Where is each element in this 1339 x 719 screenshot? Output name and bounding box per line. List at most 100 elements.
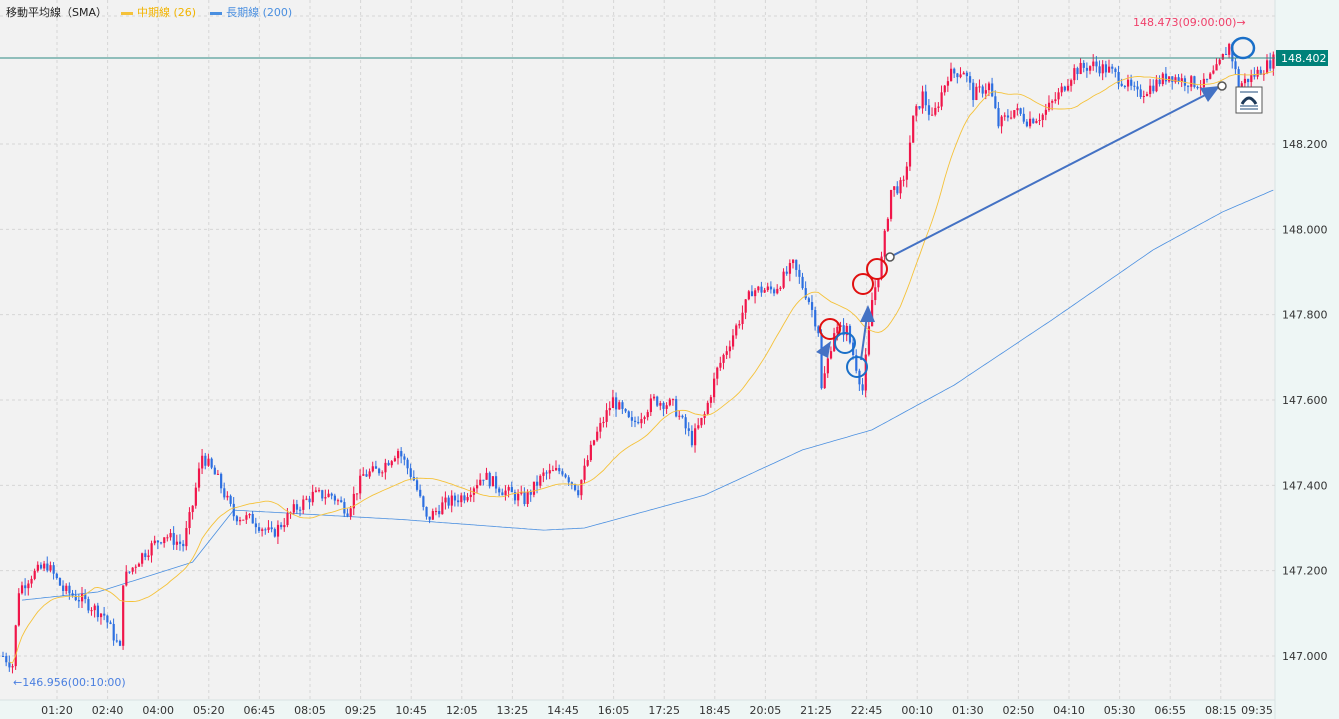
candle-body — [621, 402, 624, 409]
candle-body — [55, 573, 58, 579]
candle-body — [624, 408, 627, 412]
candle-body — [352, 493, 355, 509]
candle-body — [286, 513, 289, 526]
blue-circle-marker[interactable] — [846, 356, 868, 378]
y-tick-label: 147.800 — [1282, 309, 1328, 322]
candle-body — [65, 585, 68, 591]
candle-body — [1029, 118, 1032, 127]
candle-body — [1256, 69, 1259, 77]
candle-body — [156, 540, 160, 543]
candle-body — [1158, 79, 1161, 85]
candle-body — [1054, 99, 1057, 102]
candle-body — [940, 92, 943, 107]
candle-body — [220, 473, 223, 489]
candle-body — [826, 358, 829, 374]
candle-body — [299, 509, 302, 511]
candle-body — [877, 278, 880, 288]
candle-body — [596, 431, 599, 441]
mid-sma-swatch-icon — [121, 11, 133, 15]
blue-circle-marker[interactable] — [1230, 36, 1256, 60]
candle-body — [1266, 60, 1269, 74]
trend-line[interactable] — [889, 90, 1214, 258]
candle-body — [937, 106, 940, 108]
candle-body — [403, 456, 406, 460]
candle-body — [1259, 69, 1262, 75]
candle-body — [795, 259, 798, 270]
red-circle-marker[interactable] — [819, 318, 841, 340]
drawings[interactable] — [816, 36, 1256, 378]
candle-body — [365, 474, 368, 477]
candle-body — [709, 397, 713, 403]
candle-body — [757, 286, 760, 291]
candle-body — [39, 564, 43, 569]
candle-body — [871, 300, 874, 327]
candle-body — [880, 256, 883, 279]
candle-body — [333, 495, 336, 501]
trend-line-end-handle[interactable] — [1217, 81, 1227, 91]
candle-body — [671, 399, 675, 401]
candle-body — [956, 73, 959, 78]
candle-body — [1044, 109, 1047, 115]
x-tick-label: 06:45 — [244, 704, 276, 717]
x-axis-ticks: 01:20 02:40 04:00 05:20 06:45 08:05 09:25 10:45… — [41, 704, 1273, 717]
candle-body — [276, 524, 280, 537]
candle-body — [785, 271, 788, 274]
candle-body — [599, 423, 602, 432]
candle-body — [1047, 102, 1051, 110]
candle-body — [1006, 115, 1010, 118]
candle-body — [1152, 85, 1155, 92]
candle-body — [1041, 114, 1044, 121]
candle-body — [997, 108, 1000, 127]
legend-item-long-sma[interactable]: 長期線 (200) — [210, 4, 292, 20]
candles — [2, 42, 1275, 674]
candle-body — [1272, 54, 1275, 69]
candle-body — [371, 466, 374, 472]
up-arrow-line[interactable] — [860, 315, 868, 361]
candle-body — [814, 309, 817, 327]
x-tick-label: 22:45 — [851, 704, 883, 717]
legend-item-mid-sma[interactable]: 中期線 (26) — [121, 4, 196, 20]
current-price-badge — [1276, 50, 1328, 66]
candle-body — [690, 430, 694, 446]
candle-body — [419, 489, 422, 497]
candle-body — [959, 74, 962, 78]
candle-body — [84, 594, 87, 600]
candle-body — [548, 470, 551, 474]
candle-body — [359, 475, 362, 494]
candle-body — [349, 508, 352, 517]
candle-body — [1066, 85, 1070, 91]
candle-body — [1060, 86, 1063, 93]
red-circle-marker[interactable] — [866, 258, 888, 280]
x-tick-label: 01:30 — [952, 704, 984, 717]
candle-body — [738, 323, 741, 326]
candle-body — [722, 354, 725, 363]
candle-body — [703, 413, 706, 418]
candle-body — [927, 105, 931, 115]
high-price-label: 148.473(09:00:00)→ — [1133, 16, 1246, 29]
trend-line-start-handle[interactable] — [885, 252, 895, 262]
candle-body — [292, 504, 295, 513]
candle-body — [46, 563, 49, 571]
blue-circle-marker[interactable] — [834, 332, 856, 354]
candle-body — [99, 613, 103, 618]
candle-body — [1038, 120, 1041, 122]
candle-body — [77, 600, 81, 602]
candle-body — [801, 276, 804, 289]
candle-body — [1269, 60, 1272, 69]
candle-body — [978, 86, 981, 88]
candle-body — [346, 513, 349, 517]
candle-body — [24, 585, 27, 589]
candle-body — [510, 487, 513, 493]
candle-body — [43, 563, 46, 569]
candle-body — [883, 230, 886, 257]
candle-body — [1120, 83, 1123, 86]
candle-body — [991, 83, 994, 97]
drawing-menu-button[interactable] — [1235, 86, 1263, 114]
red-circle-marker[interactable] — [852, 273, 874, 295]
candle-body — [242, 519, 245, 521]
candle-body — [460, 495, 463, 503]
candle-body — [1070, 80, 1073, 86]
current-price-label: 148.402 — [1281, 52, 1327, 65]
candle-body — [1025, 121, 1029, 127]
